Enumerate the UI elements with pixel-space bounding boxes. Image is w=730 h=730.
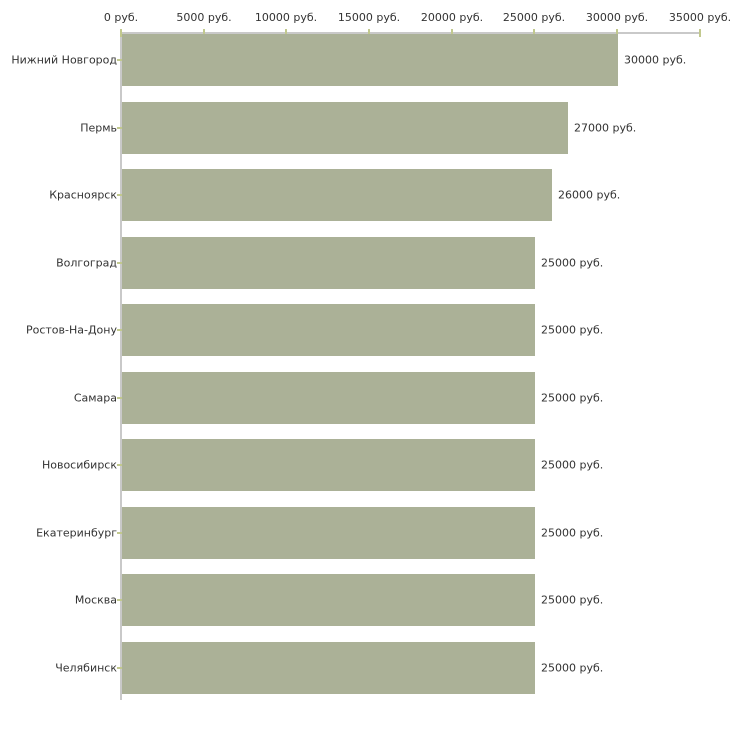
category-label: Нижний Новгород bbox=[11, 53, 117, 67]
value-label: 30000 руб. bbox=[624, 53, 687, 67]
x-axis-tick bbox=[203, 29, 205, 37]
category-label: Пермь bbox=[80, 121, 117, 135]
x-axis-tick-label: 20000 руб. bbox=[420, 11, 484, 24]
y-axis-line bbox=[120, 32, 122, 700]
bar bbox=[122, 169, 552, 221]
y-axis-tick bbox=[117, 262, 125, 264]
y-axis-tick bbox=[117, 464, 125, 466]
y-axis-tick bbox=[117, 329, 125, 331]
category-label: Екатеринбург bbox=[36, 526, 117, 540]
bar bbox=[122, 372, 535, 424]
x-axis-tick bbox=[368, 29, 370, 37]
value-label: 26000 руб. bbox=[558, 188, 621, 202]
y-axis-tick bbox=[117, 667, 125, 669]
x-axis-tick-label: 15000 руб. bbox=[337, 11, 401, 24]
category-label: Самара bbox=[73, 391, 117, 405]
x-axis-tick bbox=[699, 29, 701, 37]
category-label: Красноярск bbox=[49, 188, 117, 202]
value-label: 25000 руб. bbox=[541, 323, 604, 337]
x-axis-tick-label: 0 руб. bbox=[103, 11, 139, 24]
value-label: 25000 руб. bbox=[541, 391, 604, 405]
value-label: 25000 руб. bbox=[541, 593, 604, 607]
y-axis-tick bbox=[117, 532, 125, 534]
bar bbox=[122, 439, 535, 491]
y-axis-tick bbox=[117, 59, 125, 61]
x-axis-tick bbox=[533, 29, 535, 37]
x-axis-tick-label: 25000 руб. bbox=[502, 11, 566, 24]
value-label: 25000 руб. bbox=[541, 458, 604, 472]
bar bbox=[122, 34, 618, 86]
category-label: Челябинск bbox=[55, 661, 117, 675]
value-label: 25000 руб. bbox=[541, 661, 604, 675]
x-axis-tick-label: 35000 руб. bbox=[668, 11, 730, 24]
x-axis-tick bbox=[285, 29, 287, 37]
x-axis-tick-label: 10000 руб. bbox=[254, 11, 318, 24]
y-axis-tick bbox=[117, 397, 125, 399]
y-axis-tick bbox=[117, 599, 125, 601]
value-label: 25000 руб. bbox=[541, 526, 604, 540]
value-label: 27000 руб. bbox=[574, 121, 637, 135]
x-axis-tick bbox=[451, 29, 453, 37]
x-axis-tick bbox=[616, 29, 618, 37]
y-axis-tick bbox=[117, 127, 125, 129]
category-label: Волгоград bbox=[56, 256, 117, 270]
x-axis-tick-label: 5000 руб. bbox=[176, 11, 232, 24]
value-label: 25000 руб. bbox=[541, 256, 604, 270]
category-label: Новосибирск bbox=[41, 458, 117, 472]
bar bbox=[122, 102, 568, 154]
bar bbox=[122, 237, 535, 289]
x-axis-tick-label: 30000 руб. bbox=[585, 11, 649, 24]
x-axis-tick bbox=[120, 29, 122, 37]
bar bbox=[122, 304, 535, 356]
x-axis-line bbox=[121, 32, 701, 34]
y-axis-tick bbox=[117, 194, 125, 196]
bar bbox=[122, 507, 535, 559]
bar bbox=[122, 642, 535, 694]
category-label: Москва bbox=[74, 593, 117, 607]
bar bbox=[122, 574, 535, 626]
category-label: Ростов-На-Дону bbox=[25, 323, 117, 337]
